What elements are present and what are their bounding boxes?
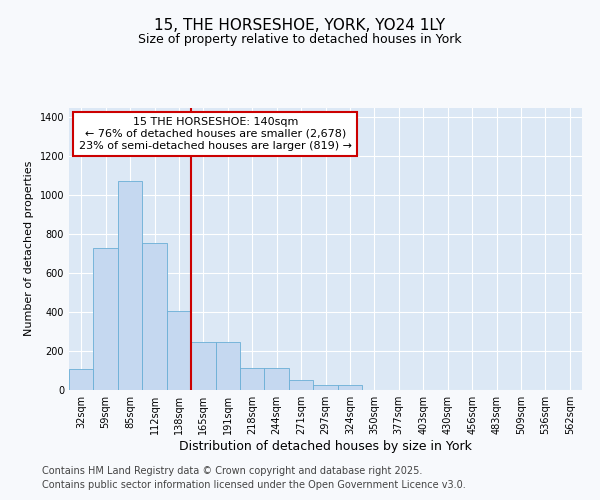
Text: 15, THE HORSESHOE, YORK, YO24 1LY: 15, THE HORSESHOE, YORK, YO24 1LY bbox=[154, 18, 446, 32]
Bar bbox=[215, 342, 240, 390]
Bar bbox=[313, 385, 338, 390]
Y-axis label: Number of detached properties: Number of detached properties bbox=[24, 161, 34, 336]
Bar bbox=[338, 385, 362, 390]
Bar bbox=[191, 342, 215, 390]
Bar bbox=[69, 368, 94, 390]
Bar bbox=[142, 243, 167, 390]
Text: 15 THE HORSESHOE: 140sqm
← 76% of detached houses are smaller (2,678)
23% of sem: 15 THE HORSESHOE: 140sqm ← 76% of detach… bbox=[79, 118, 352, 150]
Bar bbox=[94, 248, 118, 390]
Text: Contains HM Land Registry data © Crown copyright and database right 2025.: Contains HM Land Registry data © Crown c… bbox=[42, 466, 422, 476]
Text: Size of property relative to detached houses in York: Size of property relative to detached ho… bbox=[138, 32, 462, 46]
Bar bbox=[240, 368, 265, 390]
Bar bbox=[118, 180, 142, 390]
Bar bbox=[265, 368, 289, 390]
X-axis label: Distribution of detached houses by size in York: Distribution of detached houses by size … bbox=[179, 440, 472, 453]
Bar bbox=[167, 311, 191, 390]
Bar bbox=[289, 380, 313, 390]
Text: Contains public sector information licensed under the Open Government Licence v3: Contains public sector information licen… bbox=[42, 480, 466, 490]
